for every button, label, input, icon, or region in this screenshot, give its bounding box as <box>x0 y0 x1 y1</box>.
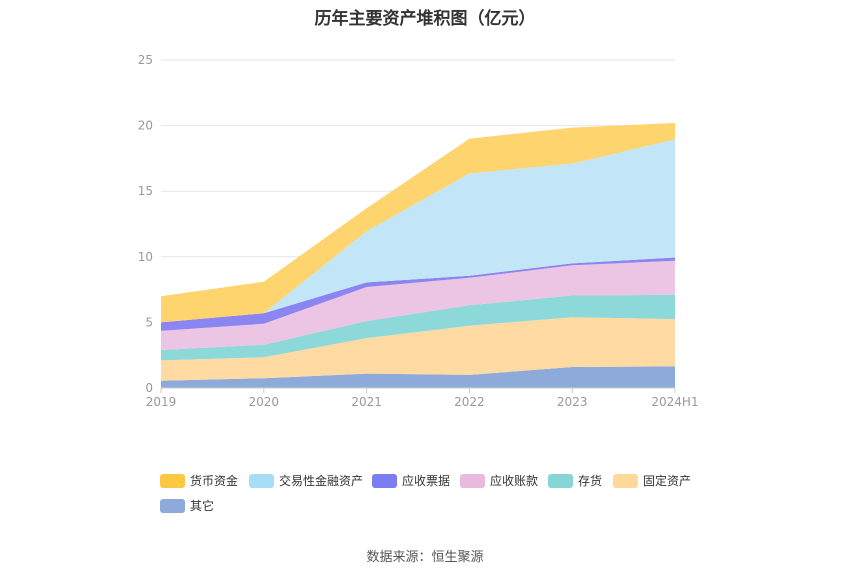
legend-swatch <box>460 473 485 488</box>
data-source-note: 数据来源：恒生聚源 <box>366 550 484 565</box>
x-tick-label: 2020 <box>249 395 280 409</box>
legend-item[interactable]: 应收票据 <box>372 472 450 489</box>
legend-swatch <box>249 473 274 488</box>
y-tick-label: 0 <box>145 381 153 395</box>
stacked-area-chart: 0 5 10 15 20 25 2019 2020 2021 2022 2023 2024H1 <box>138 53 699 409</box>
y-tick-label: 5 <box>145 315 153 329</box>
area-交易性金融资产 <box>161 139 675 323</box>
area-固定资产 <box>161 317 675 381</box>
x-tick-label: 2022 <box>454 395 485 409</box>
y-tick-label: 25 <box>138 53 153 67</box>
x-tick-label: 2021 <box>351 395 382 409</box>
area-series <box>161 123 675 388</box>
area-货币资金 <box>161 123 675 323</box>
legend-label: 货币资金 <box>190 474 239 488</box>
legend-item[interactable]: 其它 <box>160 497 214 514</box>
legend-swatch <box>160 473 185 488</box>
x-tick-label: 2023 <box>557 395 588 409</box>
legend-swatch <box>548 473 573 488</box>
area-应收账款 <box>161 260 675 350</box>
legend-item[interactable]: 货币资金 <box>160 472 238 489</box>
legend-item[interactable]: 交易性金融资产 <box>249 472 363 489</box>
legend-label: 其它 <box>190 499 215 513</box>
area-其它 <box>161 366 675 388</box>
legend-label: 固定资产 <box>643 474 692 488</box>
legend-item[interactable]: 应收账款 <box>460 472 538 489</box>
legend-label: 应收票据 <box>402 474 451 488</box>
y-tick-label: 10 <box>138 250 153 264</box>
legend-label: 应收账款 <box>490 474 539 488</box>
legend-label: 存货 <box>578 474 603 488</box>
y-tick-label: 15 <box>138 184 153 198</box>
legend-swatch <box>372 473 397 488</box>
legend-item[interactable]: 固定资产 <box>613 472 691 489</box>
y-tick-label: 20 <box>138 119 153 133</box>
area-应收票据 <box>161 257 675 331</box>
legend-item[interactable]: 存货 <box>548 472 602 489</box>
legend-label: 交易性金融资产 <box>279 474 364 488</box>
x-tick-label: 2019 <box>146 395 177 409</box>
chart-title: 历年主要资产堆积图（亿元） <box>314 9 536 29</box>
legend-swatch <box>613 473 638 488</box>
x-tick-label: 2024H1 <box>651 395 698 409</box>
legend-swatch <box>160 498 185 513</box>
area-存货 <box>161 294 675 361</box>
axes: 0 5 10 15 20 25 2019 2020 2021 2022 2023 2024H1 <box>138 53 699 409</box>
